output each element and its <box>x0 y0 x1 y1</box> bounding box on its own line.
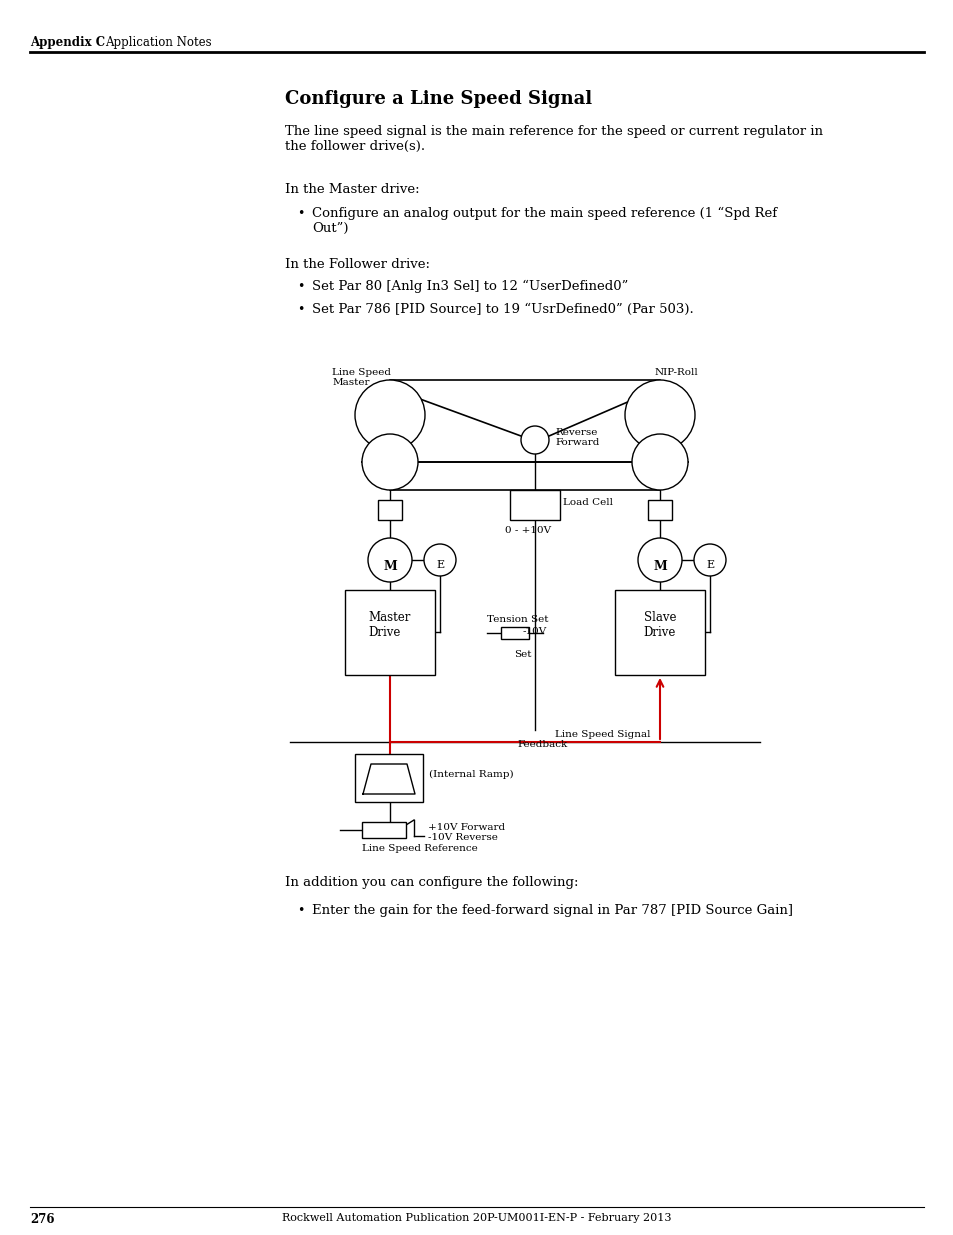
Text: Load Cell: Load Cell <box>562 498 613 508</box>
Text: 276: 276 <box>30 1213 54 1226</box>
Text: Tension Set: Tension Set <box>486 615 548 624</box>
Text: Enter the gain for the feed-forward signal in Par 787 [PID Source Gain]: Enter the gain for the feed-forward sign… <box>312 904 792 918</box>
Text: NIP-Roll: NIP-Roll <box>655 368 698 377</box>
Bar <box>500 627 529 638</box>
Text: Rockwell Automation Publication 20P-UM001I-EN-P - February 2013: Rockwell Automation Publication 20P-UM00… <box>282 1213 671 1223</box>
Text: In the Follower drive:: In the Follower drive: <box>285 258 430 270</box>
Text: Appendix C: Appendix C <box>30 36 105 49</box>
Text: M: M <box>653 559 666 573</box>
Text: Set: Set <box>514 650 531 659</box>
Text: 0 - +10V: 0 - +10V <box>504 526 551 535</box>
Bar <box>345 590 435 676</box>
Text: Slave
Drive: Slave Drive <box>643 611 676 638</box>
Circle shape <box>638 538 681 582</box>
Text: E: E <box>436 559 443 571</box>
Text: Application Notes: Application Notes <box>105 36 212 49</box>
Text: Master
Drive: Master Drive <box>369 611 411 638</box>
Circle shape <box>693 543 725 576</box>
Text: Set Par 786 [PID Source] to 19 “UsrDefined0” (Par 503).: Set Par 786 [PID Source] to 19 “UsrDefin… <box>312 303 693 316</box>
Text: The line speed signal is the main reference for the speed or current regulator i: The line speed signal is the main refere… <box>285 125 822 153</box>
Text: -10V Reverse: -10V Reverse <box>428 832 497 842</box>
Text: Reverse
Forward: Reverse Forward <box>555 429 598 447</box>
Circle shape <box>361 433 417 490</box>
Text: +10V Forward: +10V Forward <box>428 823 504 832</box>
Bar <box>377 500 401 520</box>
Text: •: • <box>296 207 304 220</box>
Text: Feedback: Feedback <box>517 740 567 748</box>
Text: Line Speed
Master: Line Speed Master <box>333 368 391 388</box>
Bar <box>510 490 559 520</box>
Text: E: E <box>705 559 713 571</box>
Text: Set Par 80 [Anlg In3 Sel] to 12 “UserDefined0”: Set Par 80 [Anlg In3 Sel] to 12 “UserDef… <box>312 280 628 293</box>
Text: •: • <box>296 280 304 293</box>
Bar <box>647 500 671 520</box>
Text: Line Speed Reference: Line Speed Reference <box>361 844 477 853</box>
Text: •: • <box>296 904 304 918</box>
Circle shape <box>631 433 687 490</box>
Text: Line Speed Signal: Line Speed Signal <box>555 730 650 739</box>
Bar <box>615 590 704 676</box>
Circle shape <box>520 426 548 454</box>
Text: (Internal Ramp): (Internal Ramp) <box>429 769 513 779</box>
Text: M: M <box>383 559 396 573</box>
Text: In addition you can configure the following:: In addition you can configure the follow… <box>285 876 578 889</box>
Bar <box>355 755 422 802</box>
Circle shape <box>368 538 412 582</box>
Text: -10V: -10V <box>522 627 547 636</box>
Circle shape <box>624 380 695 450</box>
Text: In the Master drive:: In the Master drive: <box>285 183 419 196</box>
Text: Configure an analog output for the main speed reference (1 “Spd Ref
Out”): Configure an analog output for the main … <box>312 207 777 235</box>
Text: •: • <box>296 303 304 316</box>
Bar <box>361 823 406 839</box>
Circle shape <box>423 543 456 576</box>
Text: Configure a Line Speed Signal: Configure a Line Speed Signal <box>285 90 592 107</box>
Circle shape <box>355 380 424 450</box>
